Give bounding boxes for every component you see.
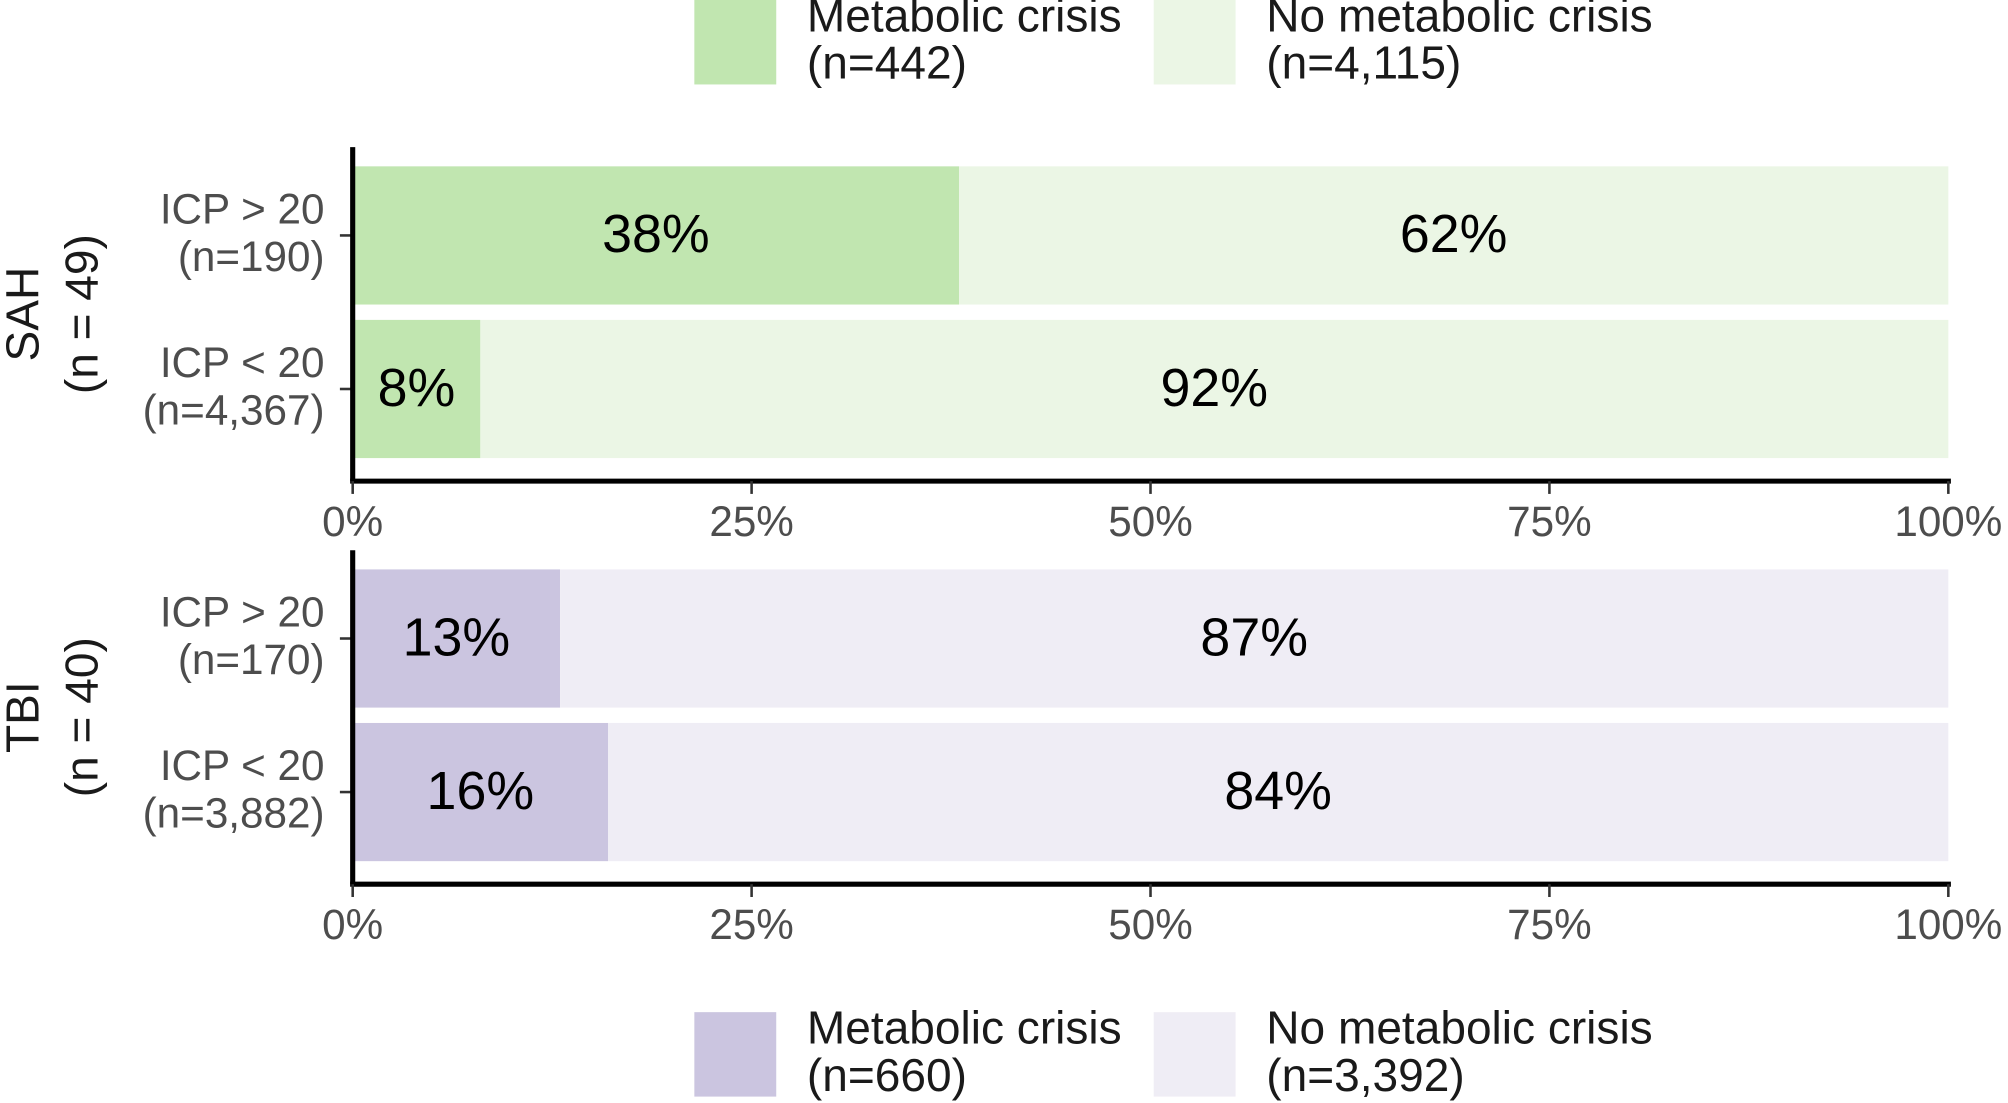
category-count: (n=170) <box>178 636 325 683</box>
category-count: (n=190) <box>178 233 325 280</box>
legend-label: Metabolic crisis <box>807 0 1122 41</box>
x-tick-label: 100% <box>1894 901 2002 948</box>
category-count: (n=4,367) <box>143 386 325 433</box>
x-tick-label: 75% <box>1507 901 1592 948</box>
facet-count: (n = 49) <box>55 234 107 394</box>
legend-swatch <box>694 0 777 85</box>
bar-segment <box>560 569 1949 708</box>
legend-count: (n=660) <box>807 1049 967 1101</box>
value-label: 8% <box>378 358 456 418</box>
bar-segment <box>352 319 481 459</box>
bar-segment <box>352 166 960 305</box>
category-label: ICP > 20 <box>160 186 325 233</box>
facet-count: (n = 40) <box>55 637 107 797</box>
legend-swatch <box>1153 0 1236 85</box>
facet-label: SAH <box>0 267 49 362</box>
x-tick-label: 25% <box>709 901 794 948</box>
x-tick-label: 0% <box>322 901 383 948</box>
bar-segment <box>607 722 1949 862</box>
category-label: ICP < 20 <box>160 742 325 789</box>
bar-segment <box>480 319 1949 459</box>
legend-count: (n=3,392) <box>1266 1049 1464 1101</box>
legend-swatch <box>694 1012 777 1097</box>
value-label: 92% <box>1161 358 1269 418</box>
x-tick-label: 75% <box>1507 498 1592 545</box>
legend-label: No metabolic crisis <box>1266 1002 1652 1054</box>
facet-label: TBI <box>0 681 49 753</box>
legend-swatch <box>1153 1012 1236 1097</box>
category-label: ICP > 20 <box>160 589 325 636</box>
category-label: ICP < 20 <box>160 339 325 386</box>
x-tick-label: 0% <box>322 498 383 545</box>
value-label: 38% <box>602 204 710 264</box>
bar-segment <box>352 569 561 708</box>
legend-label: Metabolic crisis <box>807 1002 1122 1054</box>
x-tick-label: 50% <box>1108 498 1193 545</box>
category-count: (n=3,882) <box>143 790 325 837</box>
value-label: 84% <box>1224 761 1332 821</box>
x-tick-label: 50% <box>1108 901 1193 948</box>
legend-label: No metabolic crisis <box>1266 0 1652 41</box>
value-label: 87% <box>1200 607 1308 667</box>
bar-segment <box>352 722 608 862</box>
x-tick-label: 25% <box>709 498 794 545</box>
value-label: 62% <box>1400 204 1508 264</box>
legend-count: (n=4,115) <box>1266 37 1461 89</box>
value-label: 13% <box>403 607 511 667</box>
legend-count: (n=442) <box>807 37 967 89</box>
x-tick-label: 100% <box>1894 498 2002 545</box>
value-label: 16% <box>427 761 535 821</box>
bar-segment <box>959 166 1949 305</box>
